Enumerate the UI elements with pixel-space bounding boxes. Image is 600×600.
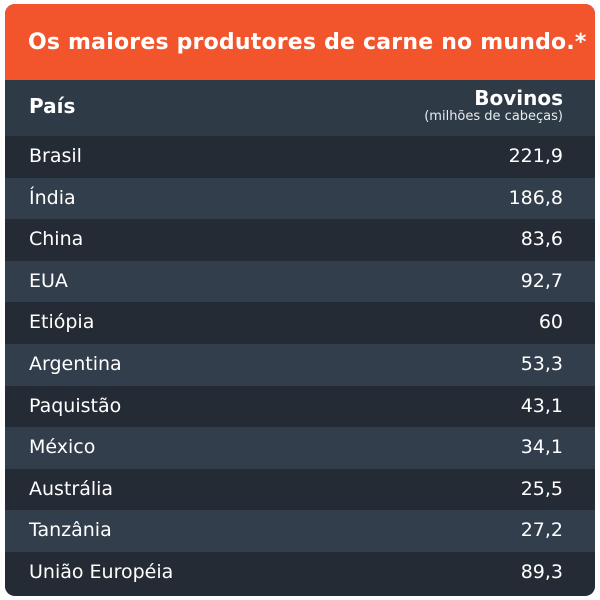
country-cell: União Européia — [29, 560, 174, 583]
country-cell: Tanzânia — [29, 519, 112, 542]
table-row: Paquistão 43,1 — [5, 385, 595, 428]
country-cell: Austrália — [29, 477, 114, 500]
value-cell: 186,8 — [508, 186, 563, 209]
table-header-row: País Bovinos (milhões de cabeças) — [5, 80, 595, 136]
table-row: China 83,6 — [5, 219, 595, 261]
country-cell: Paquistão — [29, 394, 122, 417]
column-header-value-title: Bovinos — [474, 86, 563, 110]
table-row: União Européia 89,3 — [5, 551, 595, 594]
country-cell: Argentina — [29, 352, 122, 375]
country-cell: EUA — [29, 269, 68, 292]
value-cell: 89,3 — [520, 560, 563, 583]
table-row: Índia 186,8 — [5, 177, 595, 220]
table-row: Brasil 221,9 — [5, 136, 595, 178]
table-row: México 34,1 — [5, 427, 595, 469]
table-row: Etiópia 60 — [5, 302, 595, 344]
column-header-value: Bovinos (milhões de cabeças) — [424, 86, 563, 124]
value-cell: 43,1 — [520, 394, 563, 417]
column-header-country: País — [29, 94, 76, 118]
table-row: Argentina 53,3 — [5, 343, 595, 386]
value-cell: 92,7 — [520, 269, 563, 292]
column-header-value-unit: (milhões de cabeças) — [424, 109, 563, 124]
table-body: Brasil 221,9 Índia 186,8 China 83,6 EUA 92,7 Eti… — [5, 136, 595, 594]
country-cell: China — [29, 228, 84, 251]
value-cell: 83,6 — [520, 228, 563, 251]
country-cell: México — [29, 436, 96, 459]
title-bar: Os maiores produtores de carne no mundo.… — [5, 4, 595, 80]
country-cell: Brasil — [29, 145, 82, 167]
value-cell: 27,2 — [520, 519, 563, 542]
value-cell: 34,1 — [520, 436, 563, 459]
value-cell: 221,9 — [508, 145, 563, 167]
country-cell: Etiópia — [29, 311, 95, 334]
table-row: Tanzânia 27,2 — [5, 510, 595, 552]
table-title: Os maiores produtores de carne no mundo.… — [28, 29, 587, 55]
country-cell: Índia — [29, 186, 76, 209]
value-cell: 60 — [538, 311, 563, 334]
table-row: EUA 92,7 — [5, 260, 595, 303]
value-cell: 25,5 — [520, 477, 563, 500]
value-cell: 53,3 — [520, 352, 563, 375]
table-row: Austrália 25,5 — [5, 468, 595, 511]
data-table-card: Os maiores produtores de carne no mundo.… — [5, 4, 595, 596]
